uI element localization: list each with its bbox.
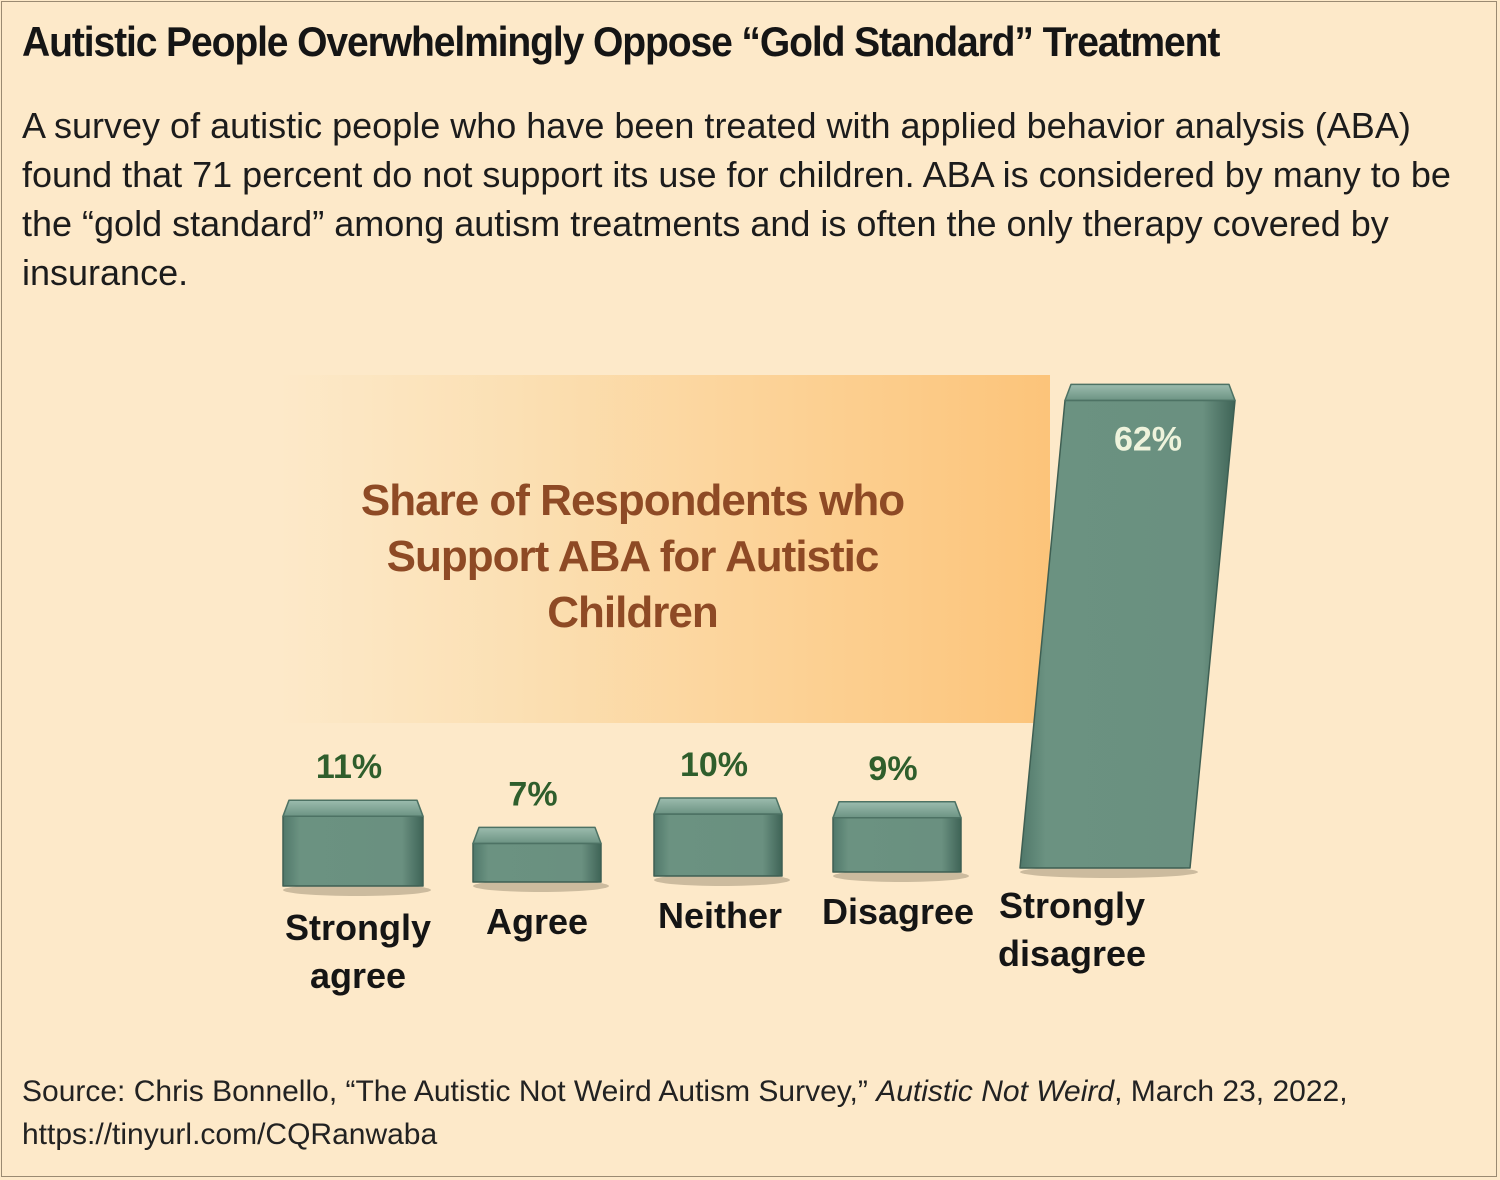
bar-strongly-agree bbox=[282, 799, 431, 896]
bar-front bbox=[472, 842, 602, 883]
chart-title: Share of Respondents who Support ABA for… bbox=[360, 476, 905, 637]
bar-front bbox=[832, 817, 962, 873]
category-label: Agree bbox=[486, 901, 588, 942]
category-label: Strongly agree bbox=[285, 907, 431, 996]
bar-top bbox=[1064, 383, 1236, 402]
bar-top bbox=[653, 797, 783, 815]
page-title: Autistic People Overwhelmingly Oppose “G… bbox=[22, 18, 1220, 65]
bar-shadow bbox=[473, 880, 609, 892]
value-label: 7% bbox=[508, 775, 557, 813]
value-label: 62% bbox=[1114, 420, 1182, 458]
bar-shadow bbox=[283, 884, 431, 896]
bar-strongly-disagree bbox=[1019, 383, 1236, 878]
bar-shadow bbox=[1020, 866, 1198, 878]
bar-agree bbox=[472, 826, 609, 892]
category-label: Strongly disagree bbox=[998, 885, 1146, 974]
bar-shadow bbox=[833, 870, 969, 882]
bar-top bbox=[282, 799, 424, 817]
bar-front bbox=[653, 813, 783, 877]
source-publication: Autistic Not Weird bbox=[876, 1075, 1115, 1108]
value-label: 11% bbox=[316, 748, 382, 786]
bar-top bbox=[472, 826, 602, 845]
value-label: 9% bbox=[868, 750, 917, 788]
category-label: Neither bbox=[658, 895, 782, 936]
source-suffix: , March 23, 2022, https://tinyurl.com/CQ… bbox=[22, 1075, 1348, 1151]
value-label: 10% bbox=[680, 746, 748, 784]
category-label: Disagree bbox=[822, 891, 974, 932]
bar-front bbox=[282, 815, 424, 887]
bar-disagree bbox=[832, 801, 969, 882]
source-prefix: Source: Chris Bonnello, “The Autistic No… bbox=[22, 1075, 877, 1108]
bar-shadow bbox=[654, 874, 790, 886]
bar-front bbox=[1019, 399, 1236, 869]
chart-title-band bbox=[280, 375, 1050, 723]
source-note: Source: Chris Bonnello, “The Autistic No… bbox=[22, 1070, 1462, 1156]
intro-text: A survey of autistic people who have bee… bbox=[22, 105, 1451, 293]
bar-neither bbox=[653, 797, 790, 886]
bar-top bbox=[832, 801, 962, 819]
